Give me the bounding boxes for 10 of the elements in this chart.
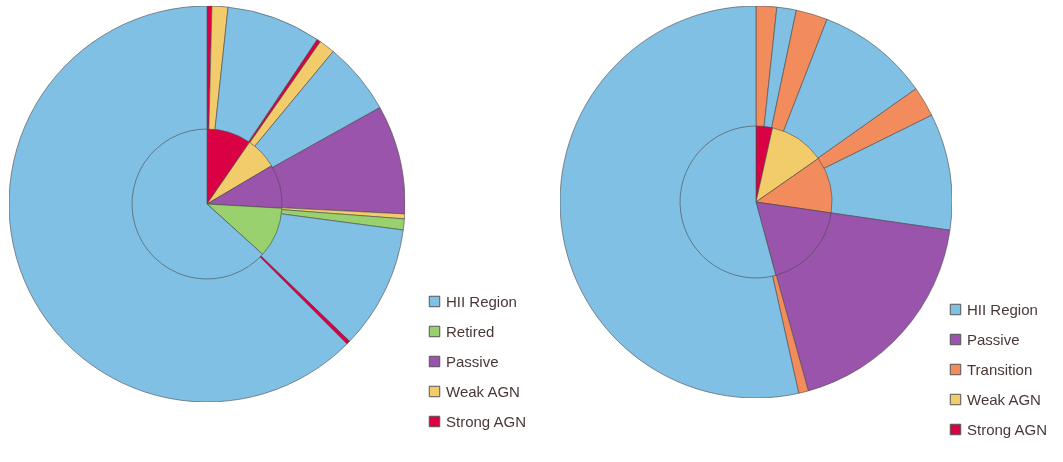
legend-label: Weak AGN bbox=[446, 382, 520, 400]
legend-label: Passive bbox=[446, 352, 499, 370]
legend-label: Strong AGN bbox=[967, 420, 1048, 438]
legend-label: HII Region bbox=[967, 300, 1038, 318]
legend-label: Passive bbox=[967, 330, 1020, 348]
legend-label: Strong AGN bbox=[446, 412, 527, 430]
legend-label: Weak AGN bbox=[967, 390, 1041, 408]
legend-label: HII Region bbox=[446, 292, 517, 310]
legend-label: Transition bbox=[967, 360, 1033, 378]
legend-label: Retired bbox=[446, 322, 495, 340]
